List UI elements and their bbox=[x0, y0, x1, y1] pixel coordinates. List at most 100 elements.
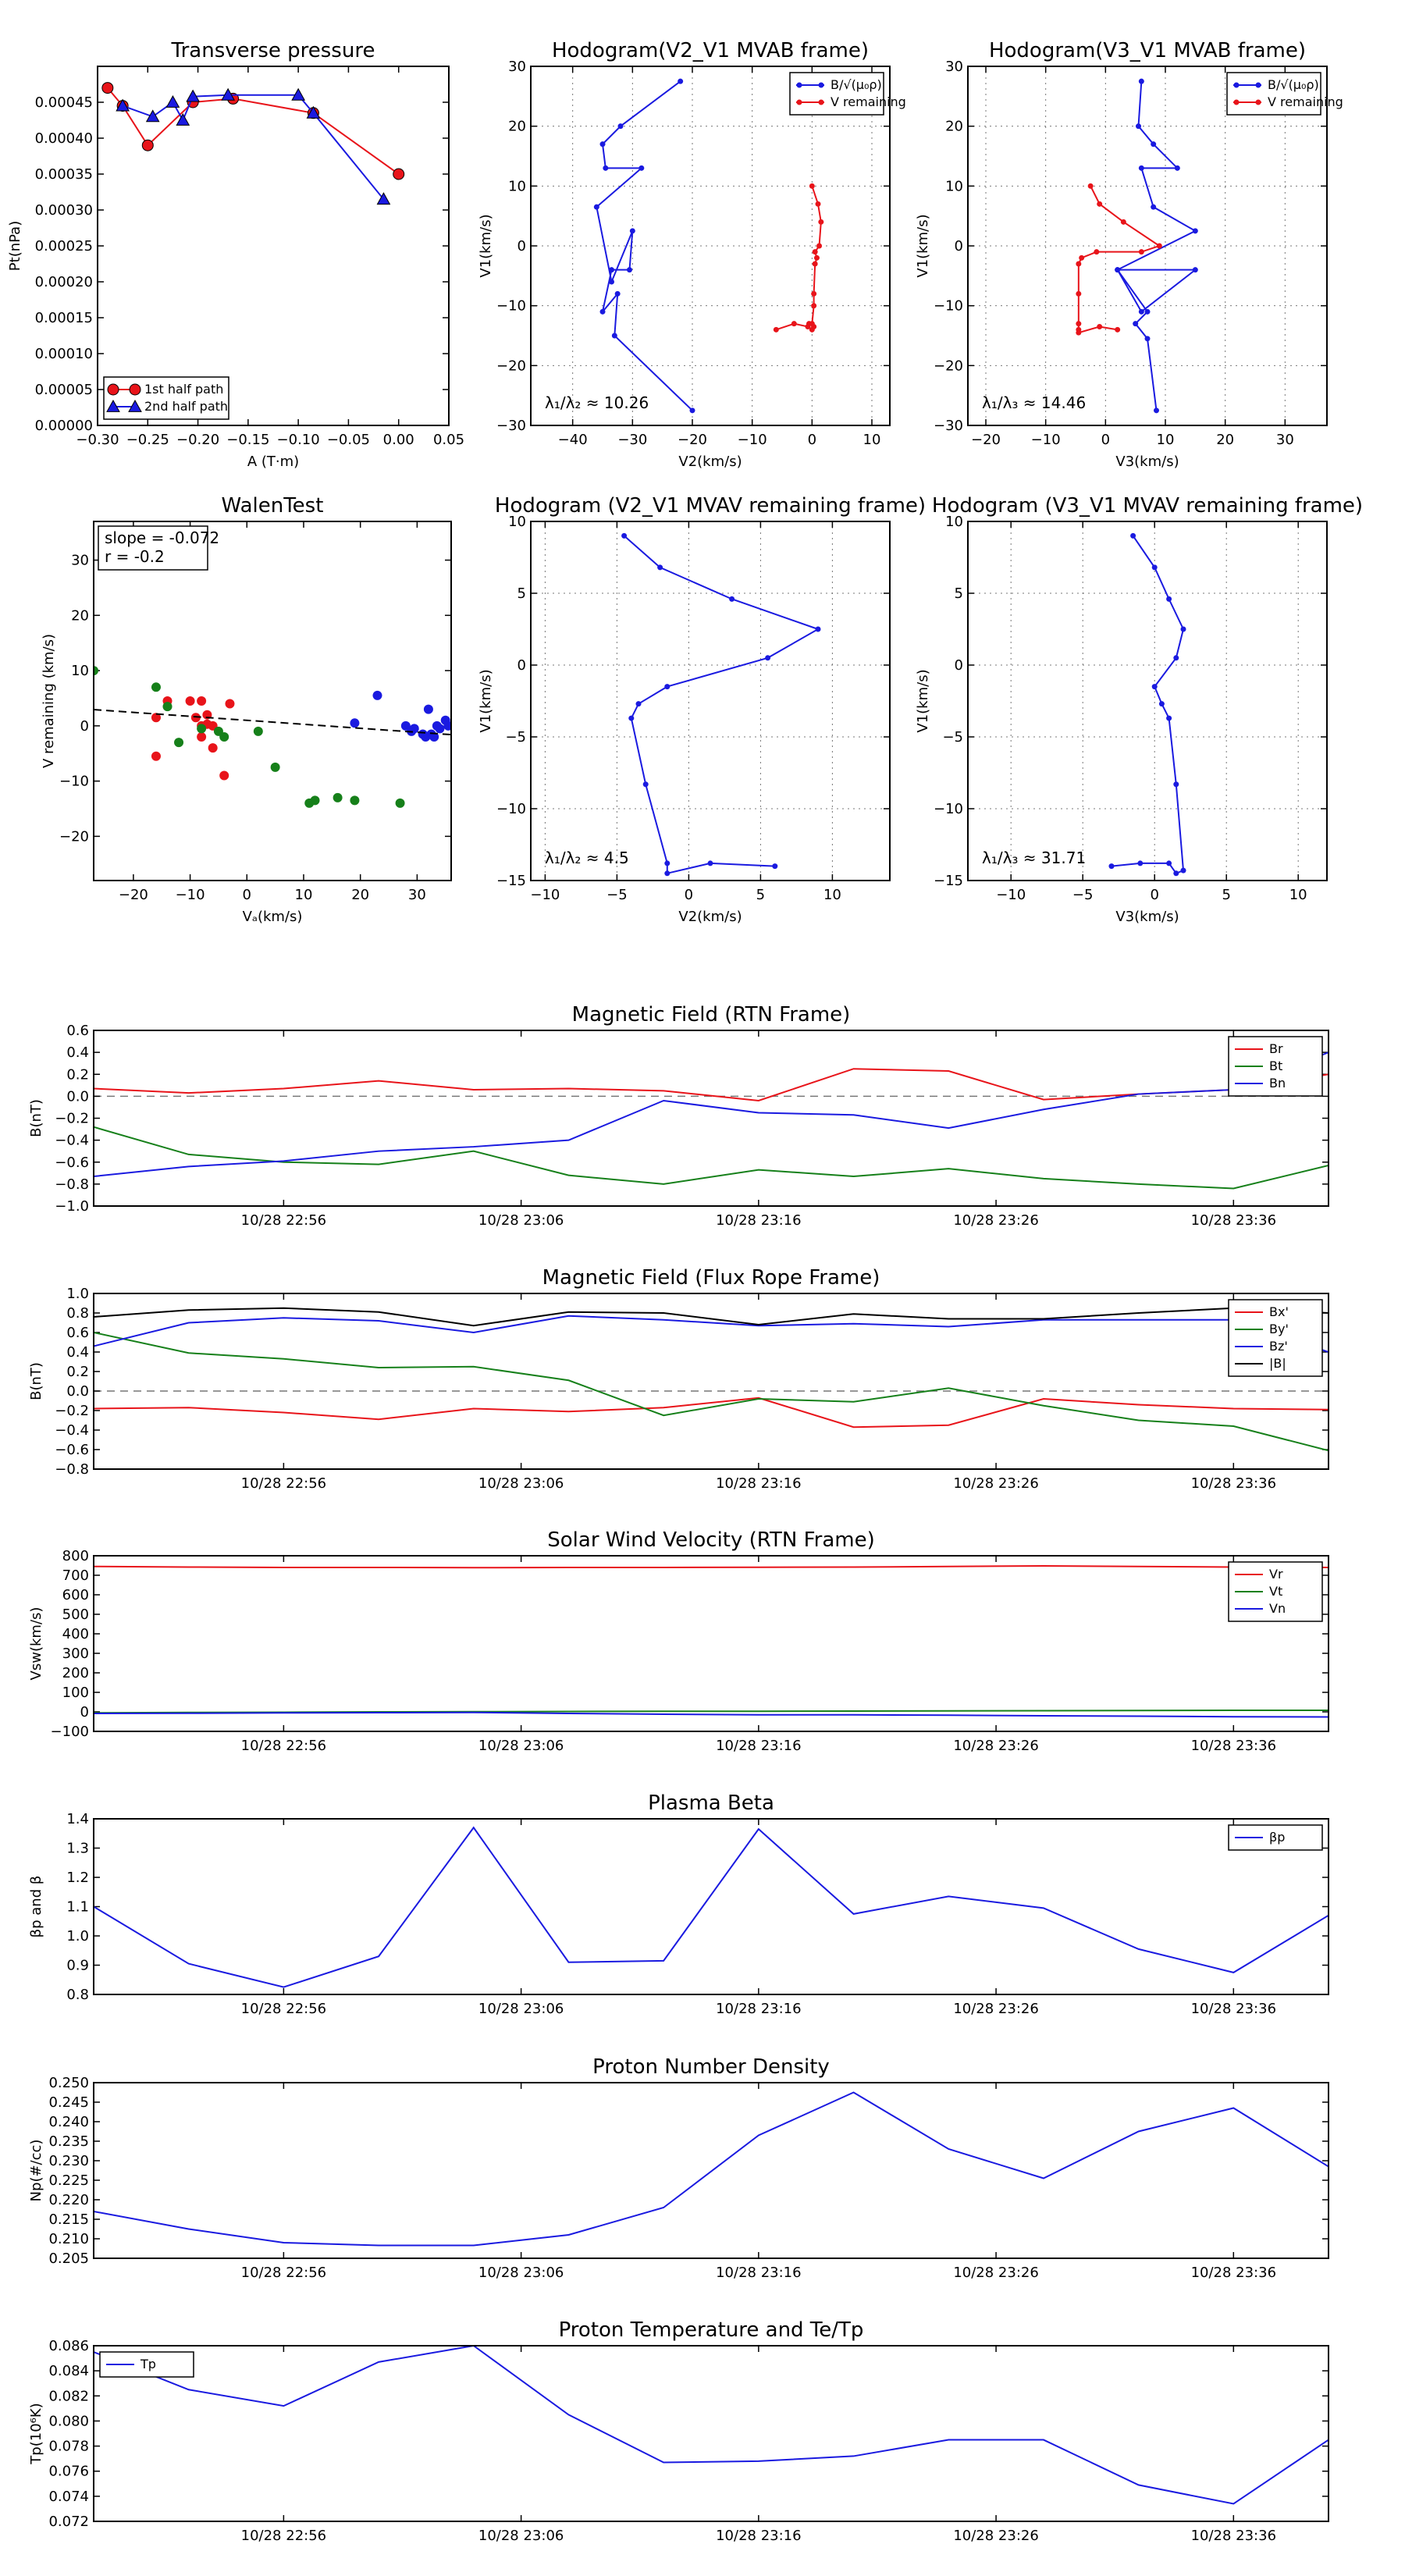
x-tick-label: 5 bbox=[756, 887, 765, 903]
x-tick-label: 10 bbox=[823, 887, 841, 903]
series-line-Bt bbox=[94, 1126, 1329, 1190]
y-tick-label: 1.1 bbox=[66, 1899, 89, 1916]
data-point bbox=[1097, 201, 1103, 207]
chart-walen: −20 −10 0 10 20 30 −20 −10 0 10 20 30 WalenTest Vₐ(km… bbox=[41, 494, 452, 925]
x-axis-label: A (T·m) bbox=[247, 454, 299, 470]
data-point bbox=[116, 98, 130, 112]
y-tick-label: −10 bbox=[59, 774, 89, 790]
data-point bbox=[1138, 308, 1144, 315]
x-tick-label: 10/28 23:06 bbox=[478, 2265, 564, 2281]
y-tick-label: 0.6 bbox=[66, 1325, 89, 1341]
data-point bbox=[1158, 701, 1165, 707]
x-tick-label: 10/28 23:06 bbox=[478, 1738, 564, 1754]
data-point bbox=[1076, 329, 1082, 336]
axes-frame bbox=[93, 1555, 1329, 1732]
y-tick-label: 10 bbox=[508, 178, 526, 194]
series-line-2nd half path bbox=[122, 94, 385, 200]
data-point bbox=[1087, 183, 1094, 189]
x-tick-label: −10 bbox=[530, 887, 560, 903]
data-point bbox=[628, 715, 635, 721]
series-line-0 bbox=[1111, 535, 1185, 875]
y-tick-label: 0.00040 bbox=[35, 130, 93, 147]
data-point bbox=[664, 860, 670, 866]
series-line-1st half path bbox=[107, 87, 400, 175]
y-tick-label: −0.2 bbox=[55, 1111, 89, 1127]
data-point bbox=[1173, 781, 1179, 788]
data-point bbox=[225, 699, 235, 709]
x-tick-label: −0.20 bbox=[176, 432, 219, 448]
plot-area bbox=[101, 82, 405, 205]
data-point bbox=[811, 324, 817, 329]
legend-entry: By' bbox=[1269, 1322, 1289, 1336]
data-point bbox=[1151, 204, 1157, 210]
data-point bbox=[310, 795, 320, 806]
series-line-Np bbox=[94, 2091, 1329, 2247]
x-tick-label: 10/28 23:36 bbox=[1191, 2265, 1276, 2281]
data-point bbox=[1115, 326, 1121, 333]
data-point bbox=[664, 684, 670, 690]
legend-marker bbox=[796, 99, 802, 105]
x-tick-label: 10/28 23:16 bbox=[716, 1212, 801, 1229]
data-point bbox=[197, 696, 207, 706]
x-tick-label: 10 bbox=[295, 887, 313, 903]
data-point bbox=[657, 564, 663, 571]
data-point bbox=[219, 732, 229, 742]
data-point bbox=[1144, 336, 1151, 342]
data-point bbox=[621, 532, 628, 539]
y-tick-label: 0 bbox=[955, 657, 963, 674]
legend-entry: Vt bbox=[1269, 1584, 1282, 1599]
y-tick-label: 700 bbox=[62, 1567, 89, 1584]
y-tick-label: −20 bbox=[59, 828, 89, 845]
y-tick-label: 0.080 bbox=[48, 2413, 89, 2429]
data-point bbox=[642, 781, 649, 788]
data-point bbox=[1173, 655, 1179, 661]
x-tick-label: 10/28 23:36 bbox=[1191, 1475, 1276, 1492]
data-point bbox=[1097, 324, 1103, 329]
data-point bbox=[145, 109, 160, 123]
chart-title: Magnetic Field (Flux Rope Frame) bbox=[542, 1266, 880, 1290]
y-tick-label: 0.00025 bbox=[35, 238, 93, 254]
x-tick-label: 10/28 23:06 bbox=[478, 1212, 564, 1229]
x-tick-label: 0 bbox=[243, 887, 251, 903]
data-point bbox=[815, 626, 821, 632]
x-tick-label: −10 bbox=[1031, 432, 1061, 448]
legend-marker bbox=[107, 383, 119, 396]
y-tick-label: 0 bbox=[955, 238, 963, 254]
data-point bbox=[253, 726, 263, 736]
data-point bbox=[174, 738, 184, 748]
data-point bbox=[1076, 290, 1082, 297]
data-point bbox=[1136, 123, 1141, 130]
data-point bbox=[1133, 321, 1139, 327]
axes-frame bbox=[93, 2082, 1329, 2259]
y-tick-label: 20 bbox=[945, 119, 963, 135]
y-tick-label: 0.205 bbox=[48, 2250, 89, 2267]
y-tick-label: 0.4 bbox=[66, 1344, 89, 1361]
legend-entry: Vr bbox=[1269, 1567, 1283, 1582]
legend: Tp bbox=[99, 2351, 194, 2378]
data-point bbox=[151, 682, 161, 692]
x-axis-label: V2(km/s) bbox=[678, 454, 742, 470]
data-point bbox=[689, 407, 695, 414]
series-line-Vr bbox=[94, 1564, 1329, 1569]
y-tick-label: −0.4 bbox=[55, 1422, 89, 1439]
data-point bbox=[151, 751, 161, 761]
data-point bbox=[818, 219, 824, 225]
x-tick-label: 10 bbox=[1157, 432, 1175, 448]
y-tick-label: 1.2 bbox=[66, 1870, 89, 1886]
data-point bbox=[1137, 860, 1144, 866]
legend-marker bbox=[1233, 82, 1240, 88]
series-line-By' bbox=[94, 1332, 1329, 1452]
data-point bbox=[1166, 596, 1172, 602]
data-point bbox=[1138, 249, 1144, 255]
y-tick-label: 0.2 bbox=[66, 1364, 89, 1380]
chart-h2: −20 −10 0 10 20 30 −30 −20 −10 0 10 20 30 Hodogram(V3… bbox=[915, 39, 1343, 470]
y-tick-label: 1.3 bbox=[66, 1841, 89, 1857]
y-tick-label: 10 bbox=[71, 663, 89, 679]
y-tick-label: 0.00020 bbox=[35, 274, 93, 290]
data-point bbox=[1079, 254, 1085, 261]
data-point bbox=[435, 724, 445, 734]
data-point bbox=[1138, 165, 1144, 171]
data-point bbox=[176, 112, 190, 126]
data-point bbox=[270, 762, 280, 772]
